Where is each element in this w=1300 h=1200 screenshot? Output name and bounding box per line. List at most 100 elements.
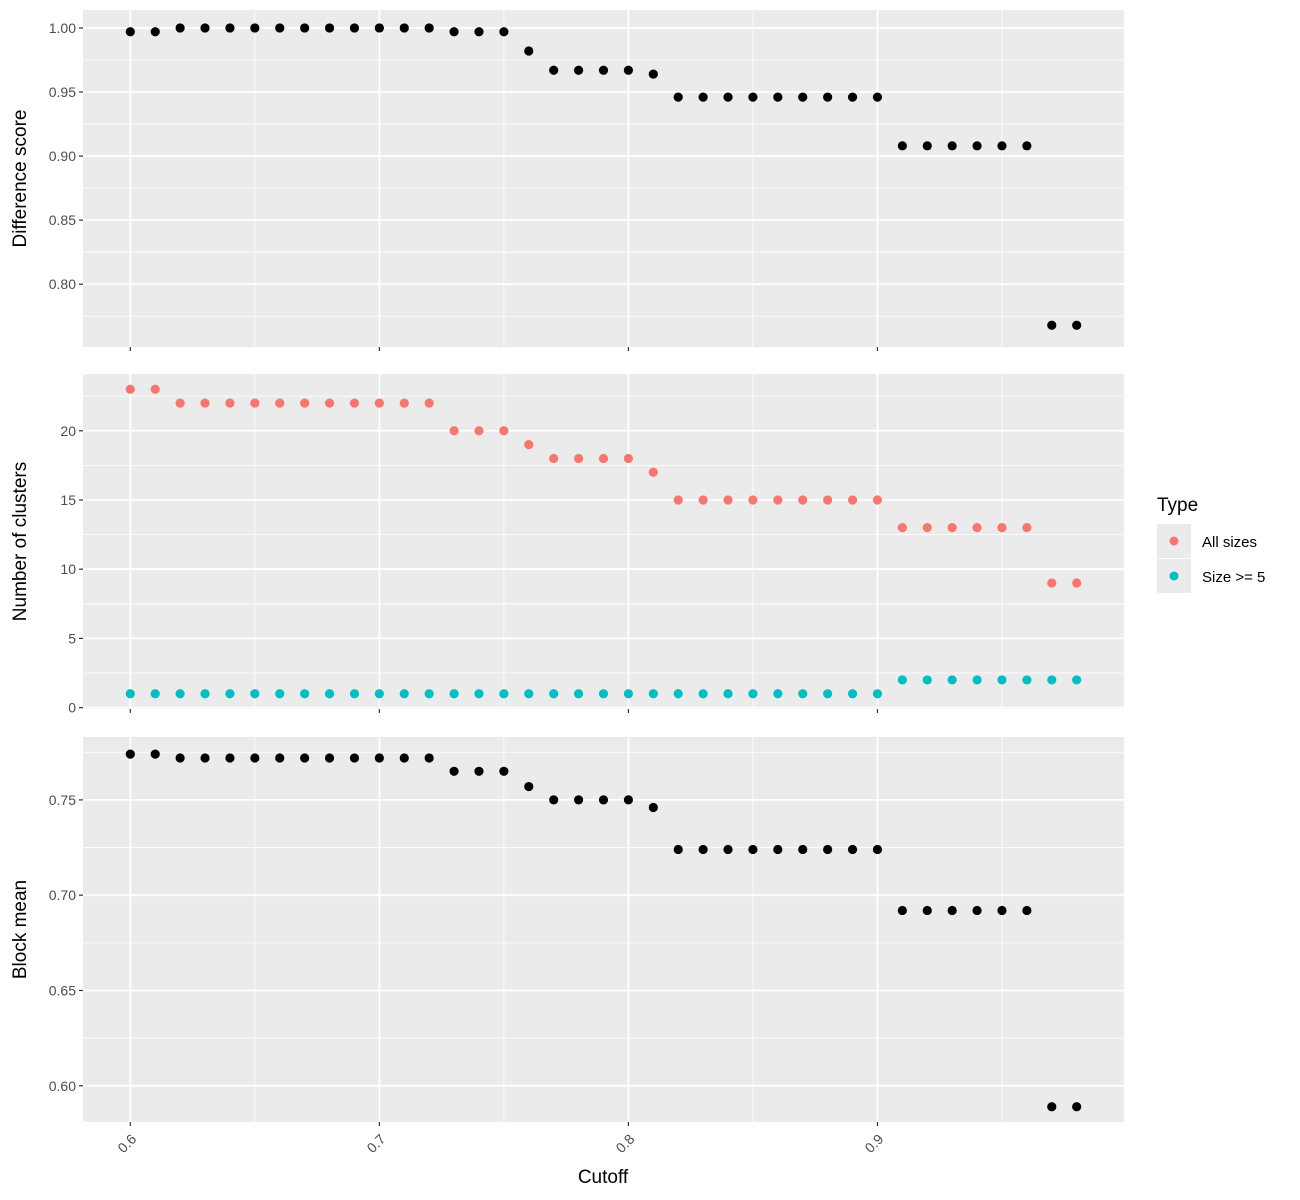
data-point	[872, 844, 883, 855]
legend: Type All sizes Size >= 5	[1157, 495, 1265, 593]
data-point	[698, 844, 708, 855]
data-point	[200, 689, 210, 699]
panel-block-mean: 0.60 0.65 0.70 0.75 Block mean	[10, 737, 1124, 1126]
panel-background	[83, 374, 1124, 709]
data-point	[1047, 675, 1057, 685]
data-point	[798, 844, 808, 855]
y-tick-label: 5	[68, 630, 76, 646]
data-point	[175, 398, 185, 408]
y-tick-label: 0.85	[49, 212, 76, 228]
data-point	[997, 905, 1007, 916]
data-point	[748, 495, 758, 505]
data-point	[399, 753, 409, 763]
data-point	[922, 523, 932, 533]
data-point	[698, 92, 708, 102]
data-point	[1072, 1102, 1082, 1112]
data-point	[1022, 675, 1032, 685]
data-point	[947, 523, 957, 533]
data-point	[823, 92, 833, 102]
data-point	[275, 398, 285, 408]
data-point	[449, 689, 459, 699]
legend-label-all-sizes: All sizes	[1202, 534, 1257, 551]
data-point	[997, 675, 1007, 685]
data-point	[623, 453, 634, 464]
data-point	[499, 689, 509, 699]
y-tick-label: 0.90	[49, 148, 76, 164]
data-point	[673, 495, 683, 505]
data-point	[623, 65, 634, 75]
data-point	[972, 141, 982, 151]
data-point	[847, 844, 858, 855]
legend-label-size-5: Size >= 5	[1202, 569, 1265, 586]
data-point	[549, 795, 559, 805]
data-point	[872, 689, 883, 699]
data-point	[922, 905, 932, 916]
data-point	[823, 495, 833, 505]
data-point	[150, 384, 160, 394]
data-point	[598, 689, 609, 699]
data-point	[947, 675, 957, 685]
data-point	[623, 689, 634, 699]
data-point	[499, 426, 509, 436]
data-point	[125, 384, 135, 394]
data-point	[648, 689, 658, 699]
data-point	[823, 844, 833, 855]
data-point	[374, 23, 384, 33]
data-point	[499, 27, 509, 37]
data-point	[324, 689, 335, 699]
data-point	[225, 753, 235, 763]
data-point	[399, 689, 409, 699]
data-point	[424, 23, 434, 33]
y-tick-label: 0.65	[49, 982, 76, 998]
data-point	[922, 141, 932, 151]
chart-panels: 0.80 0.85 0.90 0.95 1.00 Difference score 0 5 10…	[10, 10, 1124, 1156]
y-tick-label: 0.70	[49, 887, 76, 903]
data-point	[698, 495, 708, 505]
data-point	[499, 766, 509, 776]
y-axis-title-difference-score: Difference score	[10, 110, 31, 248]
data-point	[698, 689, 708, 699]
data-point	[897, 523, 907, 533]
data-point	[374, 753, 384, 763]
data-point	[748, 92, 758, 102]
data-point	[648, 69, 658, 79]
panel-difference-score: 0.80 0.85 0.90 0.95 1.00 Difference score	[10, 10, 1124, 351]
data-point	[1022, 905, 1032, 916]
y-tick-label: 0	[68, 700, 76, 716]
data-point	[524, 46, 534, 56]
data-point	[1022, 141, 1032, 151]
data-point	[847, 92, 858, 102]
data-point	[623, 795, 634, 805]
data-point	[349, 753, 360, 763]
x-tick-label: 0.8	[612, 1131, 637, 1156]
data-point	[1072, 320, 1082, 330]
data-point	[897, 141, 907, 151]
data-point	[673, 844, 683, 855]
data-point	[300, 23, 310, 33]
data-point	[225, 398, 235, 408]
legend-key-size-5	[1169, 571, 1179, 581]
panel-background	[83, 10, 1124, 347]
data-point	[1047, 578, 1057, 588]
panel-background	[83, 737, 1124, 1122]
data-point	[1047, 320, 1057, 330]
data-point	[524, 689, 534, 699]
data-point	[349, 23, 360, 33]
data-point	[449, 27, 459, 37]
data-point	[175, 753, 185, 763]
data-point	[947, 141, 957, 151]
data-point	[349, 398, 360, 408]
data-point	[349, 689, 360, 699]
data-point	[823, 689, 833, 699]
data-point	[324, 23, 335, 33]
panel-number-of-clusters: 0 5 10 15 20 Number of clusters	[10, 374, 1124, 716]
data-point	[1022, 523, 1032, 533]
data-point	[374, 398, 384, 408]
data-point	[150, 749, 160, 759]
data-point	[922, 675, 932, 685]
data-point	[723, 92, 733, 102]
series-points	[125, 23, 1082, 330]
data-point	[997, 141, 1007, 151]
data-point	[798, 92, 808, 102]
